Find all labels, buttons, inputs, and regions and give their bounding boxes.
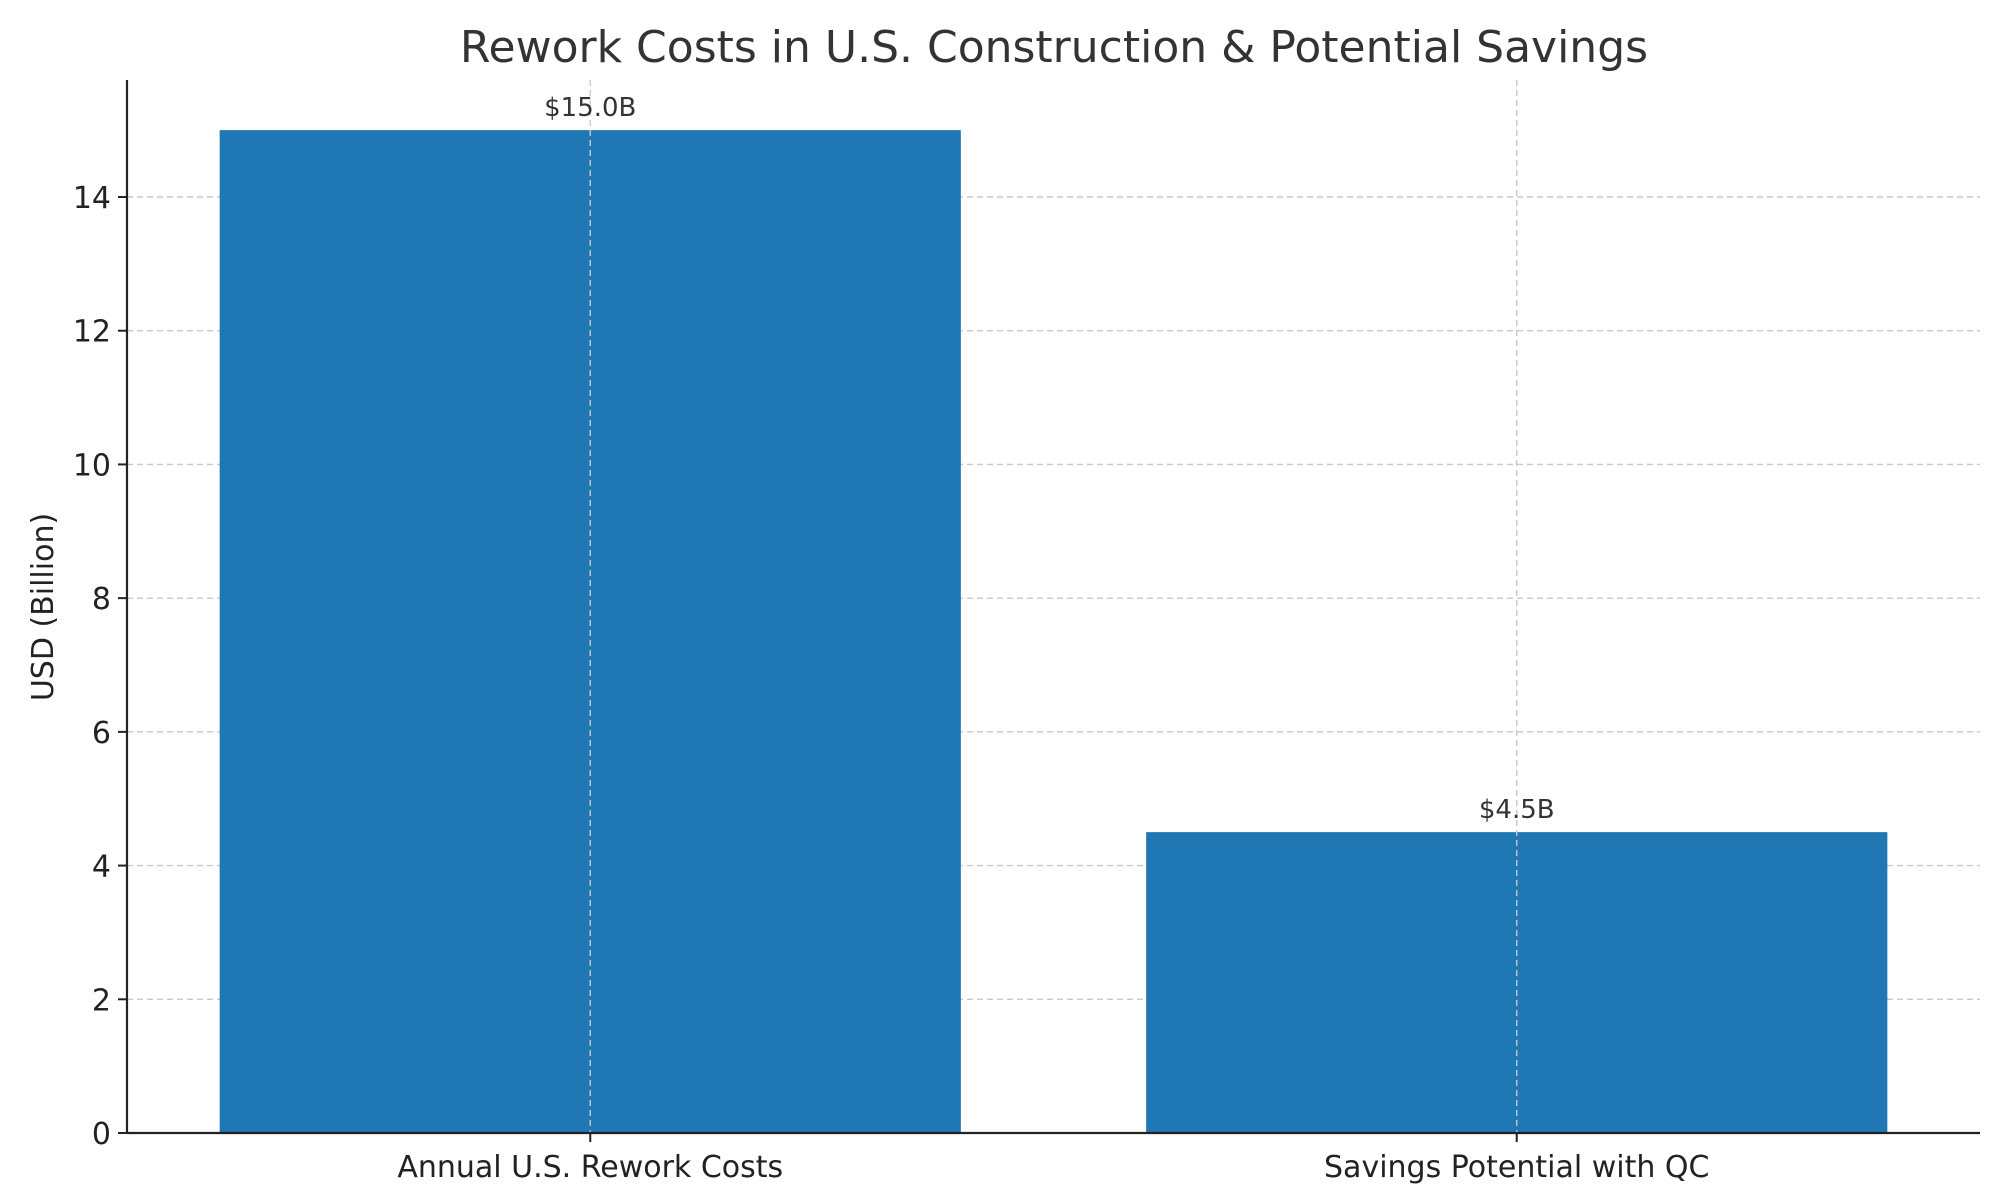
bars — [219, 130, 1888, 1134]
chart-title: Rework Costs in U.S. Construction & Pote… — [460, 22, 1648, 73]
y-tick-label: 6 — [92, 716, 111, 751]
bar-data-label: $4.5B — [1479, 795, 1555, 825]
x-tick-label: Savings Potential with QC — [1324, 1150, 1709, 1185]
y-tick-label: 12 — [73, 315, 111, 350]
y-tick-label: 0 — [92, 1117, 111, 1152]
labels: 0 2 4 6 8 10 12 14 $15.0B Annual U.S. Rework Cost… — [73, 93, 1710, 1185]
y-tick-label: 2 — [92, 983, 111, 1018]
x-tick-label: Annual U.S. Rework Costs — [397, 1150, 783, 1185]
y-tick-label: 8 — [92, 582, 111, 617]
axes — [118, 80, 1980, 1142]
vertical-grid — [589, 80, 1518, 1133]
y-tick-label: 14 — [73, 181, 111, 216]
bar-data-label: $15.0B — [544, 93, 636, 123]
y-tick-label: 4 — [92, 850, 111, 885]
y-axis-label: USD (Billion) — [26, 513, 61, 701]
y-tick-label: 10 — [73, 448, 111, 483]
